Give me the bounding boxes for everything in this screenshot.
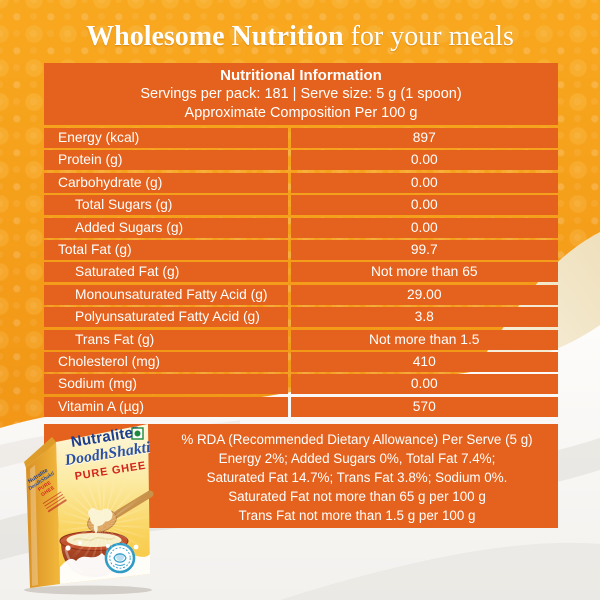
- pack-side-stripe: [30, 465, 38, 586]
- product-pack-art: [24, 424, 154, 595]
- row-value: 0.00: [290, 150, 558, 171]
- row-label: Cholesterol (mg): [44, 351, 288, 372]
- row-label: Added Sugars (g): [44, 217, 288, 238]
- ghee-spoon: [87, 490, 154, 534]
- table-row: Sodium (mg) 0.00: [44, 374, 558, 395]
- table-row: Carbohydrate (g) 0.00: [44, 172, 558, 193]
- table-row: Monounsaturated Fatty Acid (g) 29.00: [44, 284, 558, 305]
- banner-title-regular: for your meals: [343, 21, 514, 52]
- table-title: Nutritional Information: [220, 67, 382, 84]
- row-label: Carbohydrate (g): [44, 172, 288, 193]
- row-value: 570: [290, 396, 558, 417]
- rda-line: Saturated Fat 14.7%; Trans Fat 3.8%; Sod…: [206, 470, 508, 485]
- table-row: Total Sugars (g) 0.00: [44, 195, 558, 216]
- row-value: 0.00: [290, 195, 558, 216]
- row-label: Total Fat (g): [44, 239, 288, 260]
- row-label: Vitamin A (µg): [44, 396, 288, 417]
- rda-line: % RDA (Recommended Dietary Allowance) Pe…: [181, 432, 533, 447]
- row-value: 0.00: [290, 374, 558, 395]
- row-value: Not more than 1.5: [290, 329, 558, 350]
- pack-top-flap: [24, 437, 56, 468]
- row-value: 3.8: [290, 307, 558, 328]
- table-composition-line: Approximate Composition Per 100 g: [184, 105, 418, 121]
- table-row: Total Fat (g) 99.7: [44, 239, 558, 260]
- row-label: Total Sugars (g): [44, 195, 288, 216]
- rda-line: Energy 2%; Added Sugars 0%, Total Fat 7.…: [218, 451, 496, 466]
- pack-side-panel: [26, 442, 60, 588]
- table-row: Trans Fat (g) Not more than 1.5: [44, 329, 558, 350]
- row-label: Energy (kcal): [44, 128, 288, 148]
- product-pack: Nutralite™ DoodhShakti PURE GHEE Nutrali…: [18, 416, 160, 596]
- row-value: 897: [290, 128, 558, 148]
- banner-title: Wholesome Nutrition for your meals: [0, 21, 600, 53]
- row-value: 0.00: [290, 217, 558, 238]
- row-value: 29.00: [290, 284, 558, 305]
- quality-seal-badge: [104, 542, 136, 574]
- table-row: Energy (kcal) 897: [44, 128, 558, 148]
- banner-title-bold: Wholesome Nutrition: [86, 21, 344, 52]
- nutrition-table-header: Nutritional Information Servings per pac…: [44, 63, 558, 125]
- table-row: Cholesterol (mg) 410: [44, 351, 558, 372]
- row-value: Not more than 65: [290, 262, 558, 283]
- row-label: Protein (g): [44, 150, 288, 171]
- table-row: Vitamin A (µg) 570: [44, 396, 558, 417]
- rda-line: Trans Fat not more than 1.5 g per 100 g: [238, 508, 476, 523]
- row-label: Sodium (mg): [44, 374, 288, 395]
- trademark-symbol: ™: [132, 426, 140, 434]
- silk-fold: [280, 542, 600, 600]
- pack-shadow: [24, 585, 152, 595]
- nutrition-table: Energy (kcal) 897 Protein (g) 0.00 Carbohydr…: [44, 128, 558, 419]
- table-serving-line: Servings per pack: 181 | Serve size: 5 g…: [140, 86, 462, 102]
- row-value: 410: [290, 351, 558, 372]
- row-label: Saturated Fat (g): [44, 262, 288, 283]
- table-row: Saturated Fat (g) Not more than 65: [44, 262, 558, 283]
- row-label: Monounsaturated Fatty Acid (g): [44, 284, 288, 305]
- table-row: Polyunsaturated Fatty Acid (g) 3.8: [44, 307, 558, 328]
- sunburst-decoration: [52, 474, 154, 576]
- veg-mark-icon: [131, 427, 144, 440]
- row-value: 99.7: [290, 239, 558, 260]
- row-value: 0.00: [290, 172, 558, 193]
- row-label: Trans Fat (g): [44, 329, 288, 350]
- table-row: Added Sugars (g) 0.00: [44, 217, 558, 238]
- table-row: Protein (g) 0.00: [44, 150, 558, 171]
- row-label: Polyunsaturated Fatty Acid (g): [44, 307, 288, 328]
- rda-line: Saturated Fat not more than 65 g per 100…: [228, 489, 486, 504]
